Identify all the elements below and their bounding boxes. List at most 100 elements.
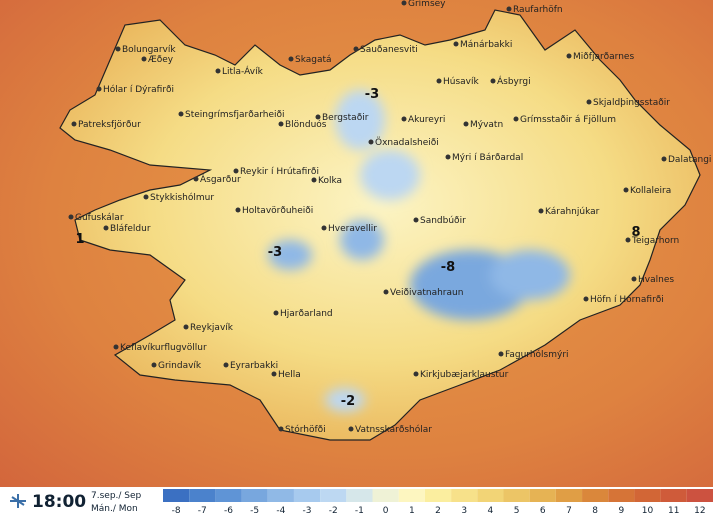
legend-label: 2 — [435, 506, 441, 516]
legend-label: -1 — [355, 506, 364, 516]
station — [141, 56, 147, 62]
legend-label: 4 — [488, 506, 494, 516]
place-label: Grindavík — [158, 361, 202, 371]
map-value: 8 — [631, 225, 640, 240]
place-label: Grímsstaðir á Fjöllum — [520, 115, 616, 125]
station — [623, 187, 629, 193]
legend-label: 0 — [383, 506, 389, 516]
station — [178, 111, 184, 117]
station — [436, 78, 442, 84]
station — [401, 116, 407, 122]
place-label: Steingrímsfjarðarheiði — [185, 110, 285, 120]
place-label: Vatnsskarðshólar — [355, 424, 432, 435]
place-label: Stórhöfði — [285, 424, 326, 435]
place-label: Veiðivatnahraun — [390, 288, 463, 298]
place-label: Bergstaðir — [322, 113, 369, 123]
place-label: Akureyri — [408, 115, 445, 125]
station — [538, 208, 544, 214]
place-label: Skagatá — [295, 55, 332, 65]
place-label: Patreksfjörður — [78, 120, 141, 130]
place-label: Æðey — [148, 55, 174, 65]
place-label: Kárahnjúkar — [545, 207, 600, 217]
station — [115, 46, 121, 52]
station — [278, 121, 284, 127]
station — [631, 276, 637, 282]
legend-swatch — [215, 489, 242, 502]
station — [215, 68, 221, 74]
station — [413, 217, 419, 223]
legend-swatch — [529, 489, 556, 502]
place-label: Skjaldþingsstaðir — [593, 98, 670, 108]
station — [271, 371, 277, 377]
place-label: Bláfeldur — [110, 224, 151, 234]
legend-swatch — [346, 489, 373, 502]
place-label: Teigarhorn — [631, 236, 679, 246]
station — [586, 99, 592, 105]
place-label: Höfn í Hornafirði — [590, 295, 664, 305]
station — [348, 426, 354, 432]
legend-label: -5 — [250, 506, 259, 516]
place-label: Öxnadalsheiði — [375, 137, 439, 148]
place-label: Mýri í Bárðardal — [452, 153, 523, 163]
legend-swatch — [293, 489, 321, 502]
place-label: Hveravellir — [328, 224, 377, 234]
place-label: Kirkjubæjarklaustur — [420, 370, 509, 380]
station — [321, 225, 327, 231]
legend-label: -6 — [224, 506, 233, 516]
place-label: Hólar í Dýrafirði — [103, 84, 174, 95]
station — [183, 324, 189, 330]
station — [235, 207, 241, 213]
place-label: Eyrarbakki — [230, 361, 278, 371]
place-label: Holtavörðuheiði — [242, 206, 313, 216]
place-label: Ásbyrgi — [497, 75, 531, 87]
legend-label: 5 — [514, 506, 520, 516]
station — [143, 194, 149, 200]
legend-swatch — [398, 489, 425, 502]
station — [233, 168, 239, 174]
place-label: Bolungarvík — [122, 45, 176, 55]
place-label: Litla-Ávík — [222, 65, 264, 77]
station — [413, 371, 419, 377]
map-value: -2 — [341, 394, 355, 409]
place-label: Hjarðarland — [280, 309, 333, 319]
station — [193, 176, 199, 182]
station — [383, 289, 389, 295]
station — [311, 177, 317, 183]
date: 7.sep./ Sep — [91, 491, 142, 501]
station — [96, 86, 102, 92]
island — [59, 9, 701, 441]
legend-swatch — [660, 489, 687, 502]
place-label: Reykir í Hrútafirði — [240, 167, 319, 177]
legend-label: -7 — [198, 506, 207, 516]
place-label: Keflavíkurflugvöllur — [120, 343, 207, 353]
place-label: Mývatn — [470, 120, 503, 130]
place-label: Kolka — [318, 176, 342, 186]
legend-swatch — [189, 489, 216, 502]
legend-label: 10 — [642, 506, 654, 516]
cold-areas — [268, 90, 570, 412]
legend-label: 6 — [540, 506, 546, 516]
legend-swatch — [503, 489, 530, 502]
station — [353, 46, 359, 52]
legend-swatch — [686, 489, 713, 502]
station — [498, 351, 504, 357]
station — [463, 121, 469, 127]
place-label: Fagurhólsmýri — [505, 349, 569, 360]
legend-label: -4 — [276, 506, 285, 516]
legend-swatch — [451, 489, 478, 502]
station — [625, 237, 631, 243]
legend-label: -2 — [329, 506, 338, 516]
station — [68, 214, 74, 220]
legend-swatch — [320, 489, 347, 502]
station — [113, 344, 119, 350]
place-label: Dalatangi — [668, 155, 711, 165]
station — [223, 362, 229, 368]
station — [273, 310, 279, 316]
legend-label: -3 — [303, 506, 312, 516]
legend-swatch — [555, 489, 583, 502]
legend-swatch — [634, 489, 661, 502]
place-label: Ásgarður — [200, 173, 241, 185]
legend-label: 3 — [461, 506, 467, 516]
station — [278, 426, 284, 432]
station — [401, 0, 407, 6]
